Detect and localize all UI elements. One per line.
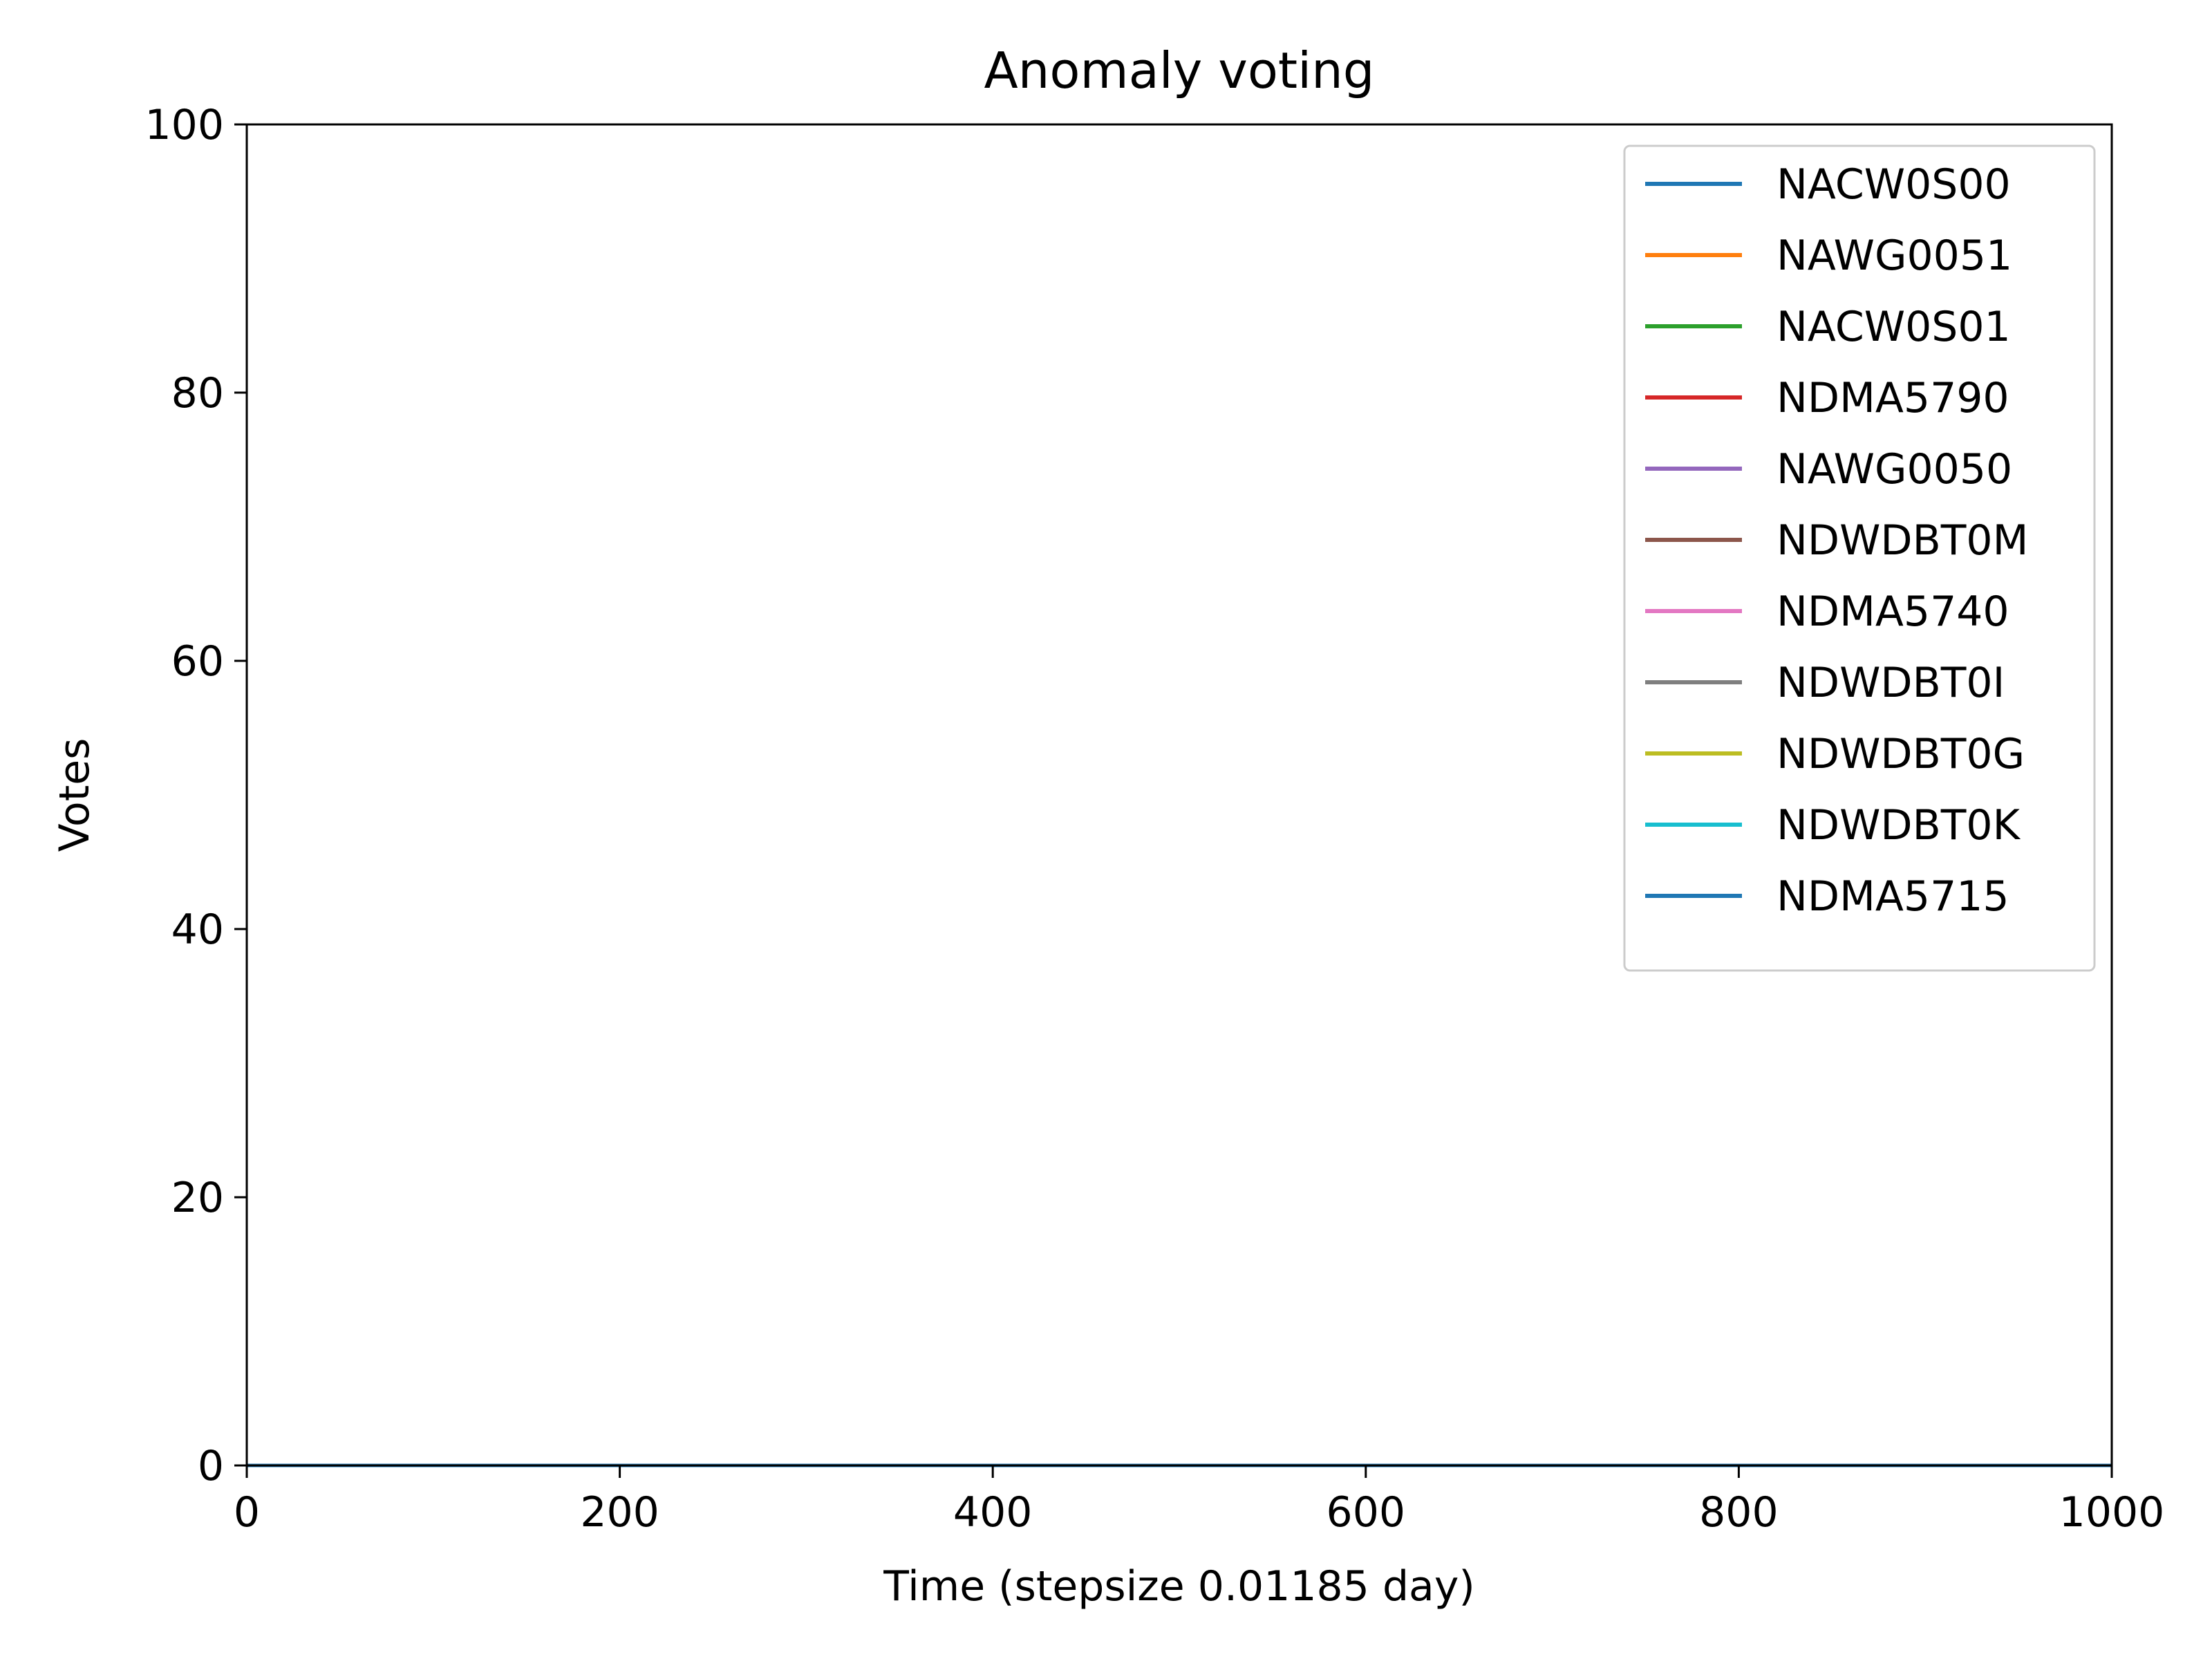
legend-label-nacw0s01: NACW0S01	[1777, 303, 2011, 351]
y-tick-label: 40	[171, 906, 224, 954]
x-tick-label: 200	[580, 1488, 659, 1537]
y-tick-label: 0	[198, 1442, 224, 1490]
y-axis-label: Votes	[50, 738, 99, 852]
legend-label-nawg0051: NAWG0051	[1777, 232, 2012, 280]
y-tick-label: 60	[171, 637, 224, 686]
legend: NACW0S00 NAWG0051 NACW0S01 NDMA5790 NAWG0050…	[1623, 144, 2096, 972]
legend-label-ndma5715: NDMA5715	[1777, 872, 2009, 921]
x-tick-label: 600	[1327, 1488, 1406, 1537]
x-axis-label: Time (stepsize 0.01185 day)	[883, 1562, 1474, 1611]
x-tick-label: 800	[1699, 1488, 1779, 1537]
legend-label-ndma5740: NDMA5740	[1777, 588, 2009, 636]
legend-label-ndwdbt0m: NDWDBT0M	[1777, 516, 2028, 565]
x-tick-label: 1000	[2059, 1488, 2165, 1537]
chart-title: Anomaly voting	[984, 41, 1375, 100]
legend-label-nawg0050: NAWG0050	[1777, 445, 2012, 494]
y-tick-label: 100	[144, 101, 224, 149]
plot-frame	[245, 123, 2113, 1467]
x-tick-label: 0	[234, 1488, 260, 1537]
y-tick-label: 20	[171, 1174, 224, 1222]
legend-label-ndwdbt0i: NDWDBT0I	[1777, 659, 2005, 707]
legend-label-ndma5790: NDMA5790	[1777, 374, 2009, 422]
legend-frame	[1623, 144, 2096, 972]
x-tick-label: 400	[953, 1488, 1033, 1537]
y-axis-ticks: 0 20 40 60 80 100	[144, 101, 247, 1490]
legend-label-ndwdbt0g: NDWDBT0G	[1777, 730, 2025, 778]
legend-label-nacw0s00: NACW0S00	[1777, 160, 2011, 209]
x-axis-ticks: 0 200 400 600 800 1000	[234, 1465, 2164, 1537]
legend-label-ndwdbt0k: NDWDBT0K	[1777, 801, 2021, 850]
y-tick-label: 80	[171, 369, 224, 418]
